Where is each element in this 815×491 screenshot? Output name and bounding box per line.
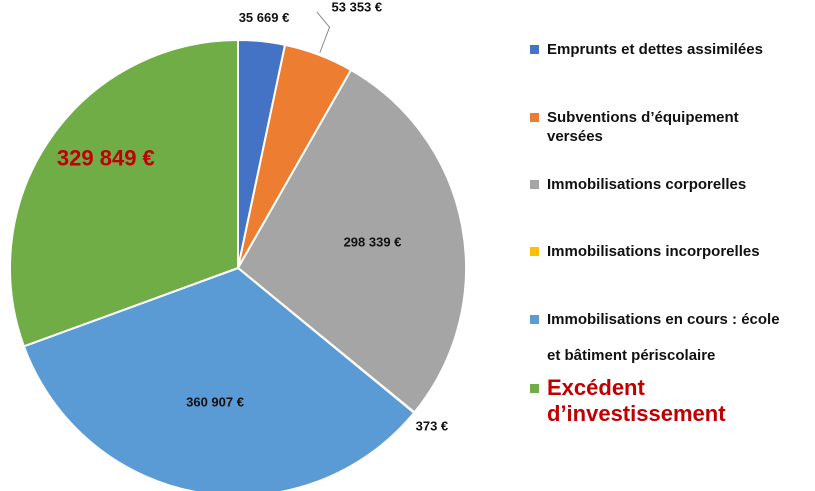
legend-item: Immobilisations corporelles — [530, 175, 810, 194]
legend-label: Immobilisations corporelles — [547, 176, 747, 193]
pie-slice — [9, 38, 239, 348]
legend-label: Immobilisations en cours : école et bâti… — [547, 311, 780, 364]
legend-swatch — [530, 247, 539, 256]
data-label: 329 849 € — [57, 145, 155, 170]
legend-swatch — [530, 180, 539, 189]
legend-item: Immobilisations en cours : école et bâti… — [530, 310, 795, 374]
legend-label: Immobilisations incorporelles — [547, 243, 760, 260]
legend-item: Immobilisations incorporelles — [530, 242, 810, 261]
legend-item: Excédent d’investissement — [530, 375, 750, 427]
legend-label: Emprunts et dettes assimilées — [547, 41, 763, 58]
legend-item: Subventions d’équipement versées — [530, 108, 790, 146]
legend-swatch — [530, 113, 539, 122]
leader-line — [316, 11, 331, 53]
legend-label: Subventions d’équipement versées — [547, 109, 739, 145]
data-label: 53 353 € — [332, 0, 383, 14]
data-label: 373 € — [416, 419, 449, 434]
data-label: 35 669 € — [239, 10, 290, 25]
legend-label: Excédent d’investissement — [547, 375, 726, 426]
data-label: 360 907 € — [186, 394, 244, 409]
legend-swatch — [530, 384, 539, 393]
pie-slice — [236, 68, 467, 414]
legend-swatch — [530, 45, 539, 54]
pie-slice — [22, 266, 416, 491]
data-label: 298 339 € — [344, 235, 402, 250]
legend-item: Emprunts et dettes assimilées — [530, 40, 810, 59]
legend-swatch — [530, 315, 539, 324]
